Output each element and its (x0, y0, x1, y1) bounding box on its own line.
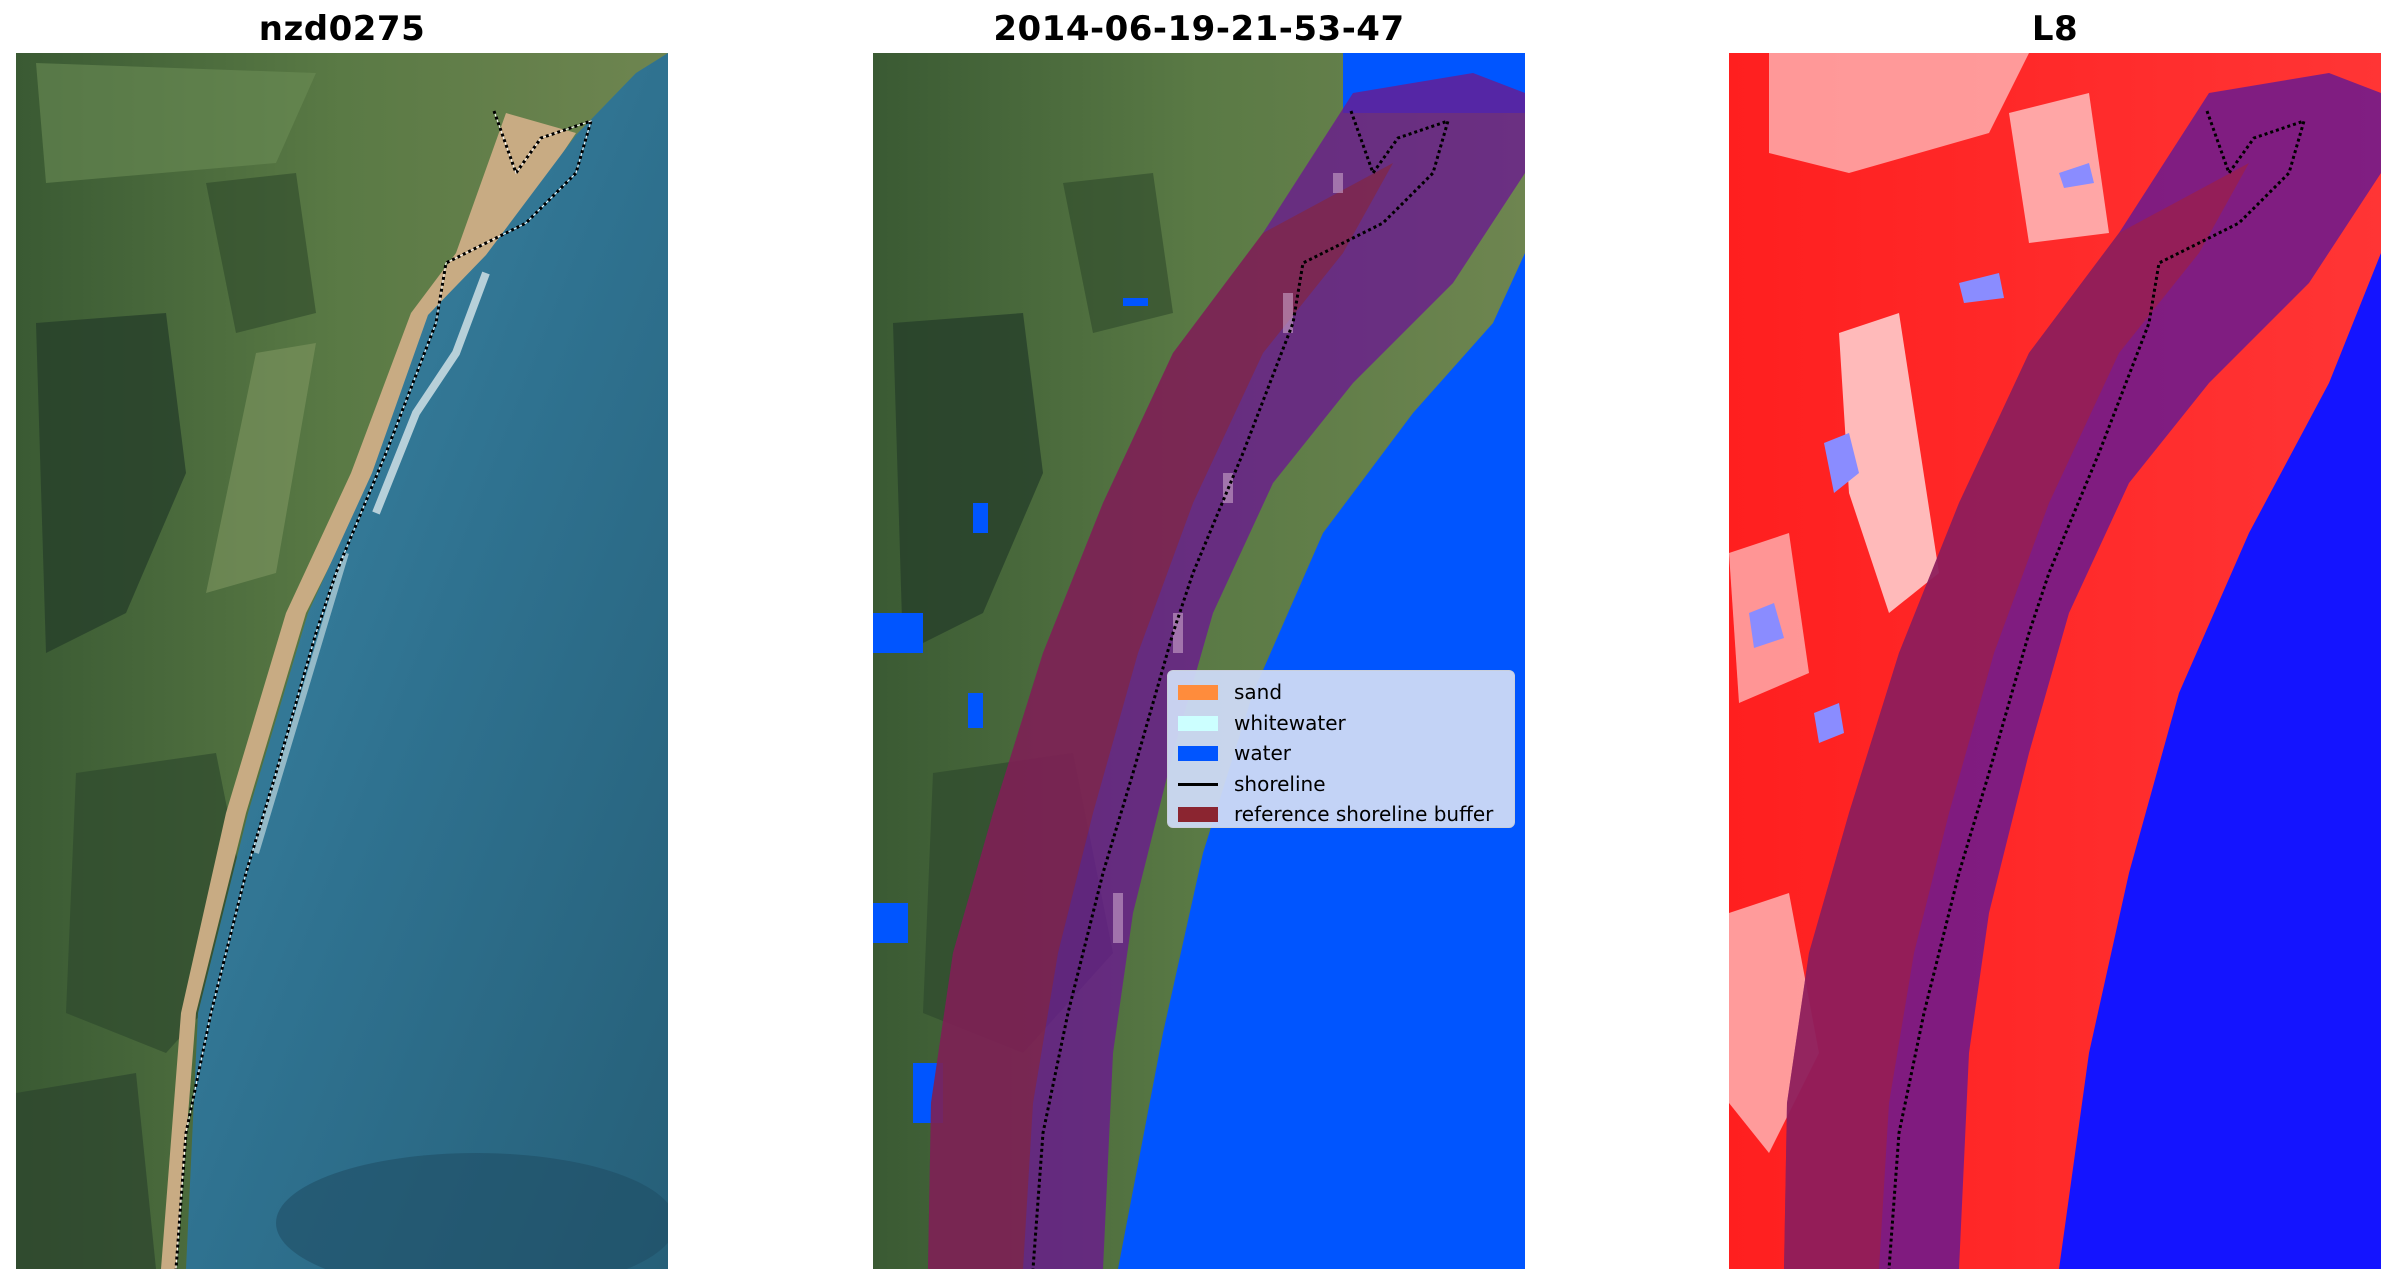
rgb-image (16, 53, 668, 1269)
legend-item-shoreline: shoreline (1168, 769, 1514, 800)
legend-swatch-buffer (1178, 807, 1218, 822)
legend-label-buffer: reference shoreline buffer (1234, 802, 1494, 826)
legend-label-sand: sand (1234, 680, 1283, 704)
classification-image (873, 53, 1525, 1269)
panel-title-date: 2014-06-19-21-53-47 (993, 9, 1405, 49)
legend-item-sand: sand (1168, 677, 1514, 708)
panel-title-satellite: L8 (2031, 9, 2079, 49)
reference-shoreline-buffer (928, 73, 1525, 1269)
classification-panel (873, 53, 1525, 1269)
rgb-image-panel (16, 53, 668, 1269)
legend-line-shoreline (1178, 782, 1218, 786)
water-class-area (1118, 53, 1525, 1269)
legend-item-water: water (1168, 738, 1514, 769)
shoreline-line (1887, 110, 2307, 1269)
index-image (1729, 53, 2381, 1269)
index-panel (1729, 53, 2381, 1269)
shoreline-line (174, 110, 594, 1269)
legend: sand whitewater water shoreline referenc… (1167, 670, 1515, 828)
shoreline-line (1031, 110, 1451, 1269)
legend-swatch-sand (1178, 685, 1218, 700)
legend-swatch-water (1178, 746, 1218, 761)
panel-title-image-id: nzd0275 (258, 9, 426, 49)
legend-item-buffer: reference shoreline buffer (1168, 799, 1514, 830)
legend-label-shoreline: shoreline (1234, 771, 1326, 796)
legend-label-whitewater: whitewater (1234, 710, 1346, 735)
legend-label-water: water (1234, 741, 1291, 765)
legend-item-whitewater: whitewater (1168, 708, 1514, 739)
legend-swatch-whitewater (1178, 715, 1218, 731)
